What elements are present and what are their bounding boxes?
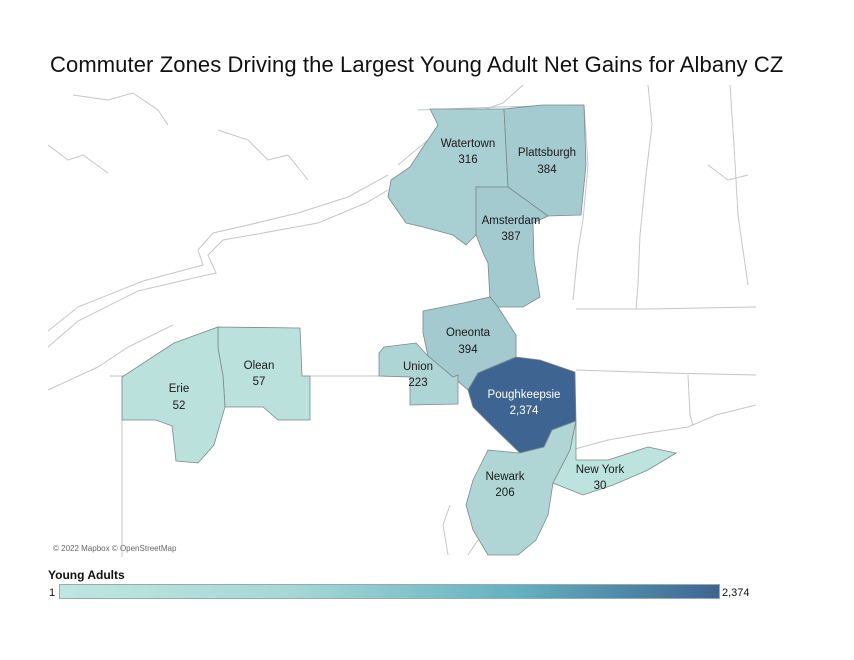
legend-color-ramp: [59, 584, 720, 599]
zone-polygons: [121, 104, 678, 556]
delaware-bay: [442, 504, 451, 556]
label-amsterdam-name: Amsterdam: [482, 215, 541, 227]
lakes-small-3: [48, 144, 109, 174]
label-union-name: Union: [403, 361, 433, 373]
label-oneonta-value: 394: [458, 344, 478, 356]
map-background: [48, 85, 756, 557]
zone-union[interactable]: [378, 342, 459, 406]
lake-ontario-shoreline: [48, 189, 389, 348]
lakes-small-4: [707, 164, 749, 181]
lakes-small-1: [72, 92, 169, 126]
label-watertown-name: Watertown: [441, 138, 496, 150]
massachusetts-north-border: [576, 306, 756, 310]
lake-erie-shoreline: [48, 324, 174, 391]
ri-border: [687, 374, 694, 426]
label-poughkeepsie-value: 2,374: [510, 405, 539, 417]
lakes-small-2: [217, 129, 309, 181]
zone-labels: Watertown 316 Plattsburgh 384 Amsterdam …: [169, 138, 625, 499]
zone-olean[interactable]: [217, 326, 311, 421]
zone-new-york[interactable]: [552, 420, 678, 496]
zone-erie[interactable]: [121, 326, 226, 464]
legend-min-label: 1: [49, 587, 56, 599]
zone-newark[interactable]: [465, 420, 577, 556]
label-olean-value: 57: [253, 376, 266, 388]
label-union-value: 223: [408, 377, 427, 389]
label-erie-name: Erie: [169, 383, 189, 395]
label-poughkeepsie-name: Poughkeepsie: [488, 389, 561, 401]
label-newark-value: 206: [495, 487, 514, 499]
map-attribution: © 2022 Mapbox © OpenStreetMap: [53, 544, 177, 553]
map-title: Commuter Zones Driving the Largest Young…: [50, 52, 784, 77]
massachusetts-south-border: [575, 369, 756, 376]
zone-amsterdam[interactable]: [475, 186, 549, 308]
lake-ontario-north-shore: [48, 174, 389, 332]
legend-max-label: 2,374: [722, 587, 750, 599]
label-oneonta-name: Oneonta: [446, 327, 491, 339]
nh-maine-border: [729, 85, 749, 286]
label-erie-value: 52: [173, 400, 186, 412]
label-plattsburgh-name: Plattsburgh: [518, 147, 576, 159]
map-canvas[interactable]: Watertown 316 Plattsburgh 384 Amsterdam …: [48, 85, 756, 557]
label-olean-name: Olean: [244, 360, 275, 372]
legend-title: Young Adults: [48, 568, 125, 582]
ct-shore: [552, 404, 756, 456]
label-new-york-value: 30: [594, 480, 607, 492]
label-new-york-name: New York: [576, 464, 625, 476]
vermont-west-border: [572, 104, 589, 301]
vermont-nh-border: [635, 85, 653, 310]
label-newark-name: Newark: [486, 471, 525, 483]
label-plattsburgh-value: 384: [537, 164, 557, 176]
label-amsterdam-value: 387: [501, 231, 520, 243]
label-watertown-value: 316: [458, 154, 477, 166]
